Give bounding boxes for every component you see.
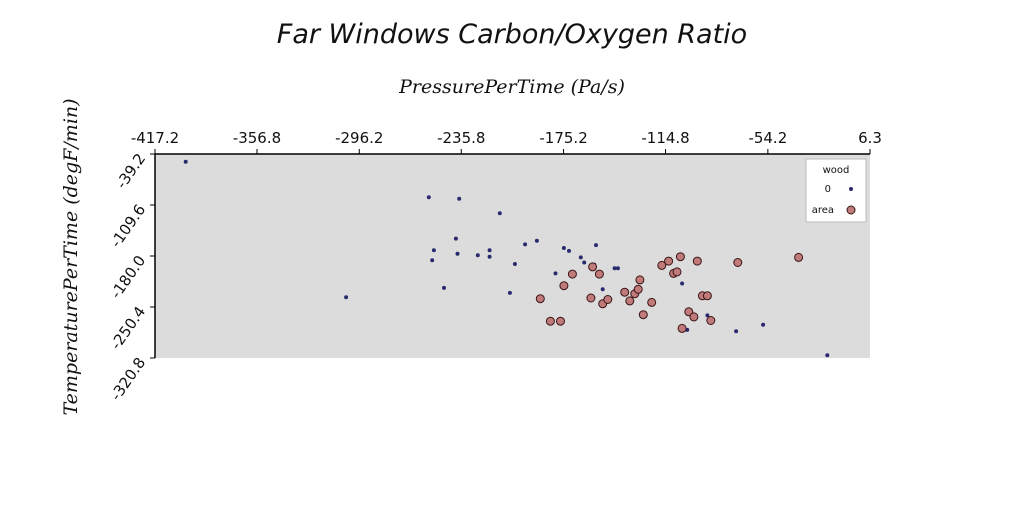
y-tick-label: -320.8 xyxy=(107,354,149,404)
point-area xyxy=(672,267,682,277)
point-area xyxy=(545,316,555,326)
y-axis-label: TemperaturePerTime (degF/min) xyxy=(60,98,82,415)
x-tick-label: 6.3 xyxy=(858,129,882,147)
point-0 xyxy=(680,281,685,286)
plot-area xyxy=(155,154,870,358)
chart-title: Far Windows Carbon/Oxygen Ratio xyxy=(277,19,747,50)
point-0 xyxy=(734,329,739,334)
point-area xyxy=(702,291,712,301)
point-area xyxy=(556,316,565,326)
point-area xyxy=(586,293,596,303)
x-ticks: -417.2 -356.8 -296.2 -235.8 -175.2 -114.8 -54.… xyxy=(131,129,882,154)
point-0 xyxy=(430,258,435,263)
point-0 xyxy=(761,322,766,327)
point-area xyxy=(706,316,716,325)
point-0 xyxy=(487,248,492,253)
point-0 xyxy=(615,266,620,271)
y-tick-label: -39.2 xyxy=(112,150,149,192)
point-area xyxy=(664,256,674,266)
point-0 xyxy=(534,238,539,243)
point-area xyxy=(677,323,687,333)
point-area xyxy=(620,287,630,297)
point-0 xyxy=(594,243,598,248)
point-0 xyxy=(442,285,446,290)
point-0 xyxy=(431,248,436,253)
x-tick-label: -235.8 xyxy=(437,129,485,147)
point-area xyxy=(638,310,648,320)
point-0 xyxy=(553,271,558,276)
point-area xyxy=(733,258,743,267)
point-area xyxy=(588,262,598,272)
legend-label-area: area xyxy=(812,205,834,216)
point-area xyxy=(603,295,613,304)
point-area xyxy=(567,269,577,279)
point-area xyxy=(559,281,569,291)
legend-box xyxy=(805,158,867,223)
legend-label-0: 0 xyxy=(825,184,831,195)
point-area xyxy=(625,296,635,306)
point-0 xyxy=(578,255,583,260)
legend-title: wood xyxy=(823,165,850,176)
point-area xyxy=(635,275,645,285)
legend: wood 0 area xyxy=(805,158,867,223)
point-0 xyxy=(705,313,710,318)
point-area xyxy=(633,284,643,294)
point-area xyxy=(647,297,657,307)
y-tick-label: -180.0 xyxy=(107,252,149,302)
point-area xyxy=(692,256,702,266)
y-tick-label: -109.6 xyxy=(107,201,149,251)
point-0 xyxy=(582,260,587,265)
point-0 xyxy=(561,246,566,250)
x-axis-label: PressurePerTime (Pa/s) xyxy=(398,76,625,98)
point-0 xyxy=(523,242,528,247)
point-0 xyxy=(497,211,502,216)
point-0 xyxy=(183,159,188,164)
point-area xyxy=(657,260,667,270)
point-area xyxy=(594,269,604,279)
legend-marker-0 xyxy=(849,187,853,191)
point-0 xyxy=(507,290,512,295)
point-0 xyxy=(825,353,830,358)
point-0 xyxy=(612,266,617,271)
x-tick-label: -54.2 xyxy=(748,129,787,147)
x-tick-label: -417.2 xyxy=(131,129,179,147)
point-0 xyxy=(453,236,458,241)
point-0 xyxy=(475,253,480,258)
point-0 xyxy=(344,295,349,300)
x-tick-label: -356.8 xyxy=(233,129,281,147)
data-points xyxy=(183,159,830,358)
point-0 xyxy=(567,248,571,253)
x-tick-label: -296.2 xyxy=(335,129,383,147)
point-0 xyxy=(487,254,492,259)
point-0 xyxy=(512,262,517,266)
point-area xyxy=(675,252,685,262)
point-0 xyxy=(426,195,431,200)
point-0 xyxy=(457,196,462,201)
point-0 xyxy=(600,287,605,292)
legend-marker-area xyxy=(846,205,856,215)
point-area xyxy=(689,312,699,322)
x-tick-label: -114.8 xyxy=(641,129,689,147)
point-0 xyxy=(455,251,460,256)
point-area xyxy=(535,294,545,304)
point-area xyxy=(794,252,804,262)
y-tick-label: -250.4 xyxy=(107,303,149,353)
x-tick-label: -175.2 xyxy=(539,129,587,147)
y-ticks: -39.2 -109.6-180.0-250.4-320.8 xyxy=(107,150,155,404)
